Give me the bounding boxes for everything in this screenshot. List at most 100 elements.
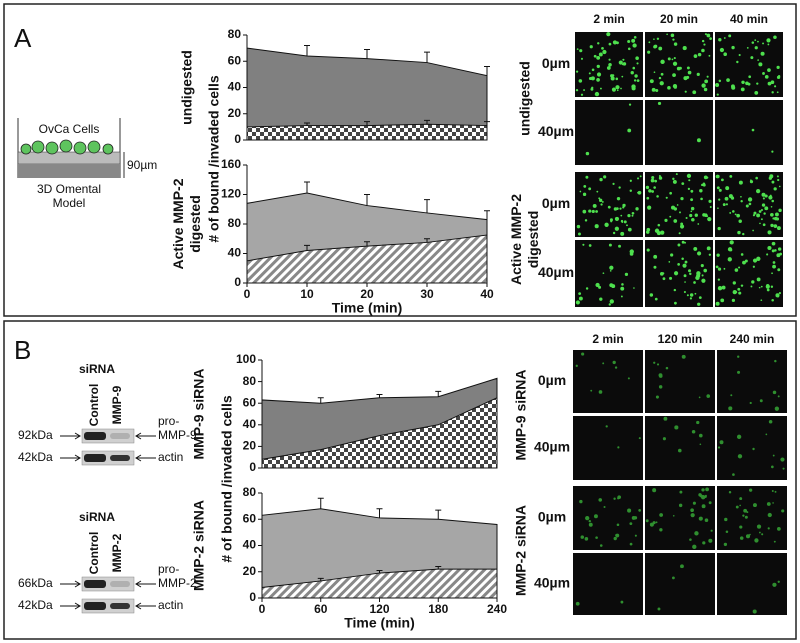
- schematic-label: 3D Omental: [37, 182, 101, 196]
- cell-dot: [686, 173, 692, 179]
- cell-dot: [720, 298, 725, 303]
- cell-dot: [621, 63, 624, 66]
- group-label: MMP-2 siRNA: [513, 505, 529, 596]
- row-label: digested: [187, 195, 203, 253]
- cell-dot: [768, 419, 773, 424]
- cell-dot: [608, 58, 611, 61]
- cell-dot: [778, 185, 781, 188]
- blot-band: [110, 581, 130, 587]
- cell-dot: [627, 377, 630, 380]
- cell-dot: [679, 224, 685, 229]
- cell-dot: [637, 190, 642, 195]
- cell-dot: [696, 420, 700, 425]
- cell-dot: [653, 38, 655, 40]
- cell-dot: [578, 79, 583, 83]
- cell-dot: [774, 359, 777, 363]
- cell-dot: [726, 78, 730, 82]
- cell-dot: [675, 173, 678, 176]
- cell-dot: [771, 249, 775, 253]
- y-tick-label: 60: [243, 511, 257, 525]
- cell-dot: [652, 521, 656, 525]
- cell-dot: [722, 203, 726, 206]
- cell-dot: [633, 516, 638, 520]
- column-label: 240 min: [730, 332, 775, 346]
- y-tick-label: 80: [228, 216, 242, 230]
- cell-dot: [766, 38, 771, 43]
- cell-dot: [706, 176, 709, 179]
- cell-dot: [632, 66, 636, 70]
- cell-dot: [621, 283, 624, 286]
- cell-dot: [766, 502, 771, 506]
- cell-dot: [781, 509, 785, 513]
- cell-dot: [749, 180, 754, 184]
- cell-dot: [615, 85, 620, 90]
- cell-dot: [615, 77, 619, 81]
- cell-dot: [683, 290, 686, 294]
- cell-dot: [738, 180, 743, 185]
- cell-dot: [727, 257, 732, 262]
- cell-dot: [686, 75, 690, 79]
- cell-dot: [672, 576, 675, 580]
- cell-dot: [771, 241, 776, 246]
- cell-dot: [631, 214, 634, 217]
- cell-dot: [777, 580, 780, 583]
- cell-dot: [595, 536, 598, 539]
- cell-dot: [681, 354, 686, 359]
- cell-dot: [635, 56, 639, 60]
- cell-dot: [673, 85, 677, 89]
- cell-dot: [659, 81, 664, 86]
- cell-dot: [591, 209, 595, 214]
- cell-dot: [723, 37, 726, 39]
- cell-dot: [621, 221, 624, 224]
- area: [246, 234, 488, 284]
- cell-dot: [645, 230, 650, 234]
- cell-dot: [767, 230, 772, 235]
- cell-dot: [780, 457, 785, 462]
- cell-dot: [578, 296, 583, 301]
- cell-dot: [706, 215, 709, 218]
- cell-dot: [668, 261, 671, 263]
- cell-dot: [580, 93, 584, 96]
- cell-dot: [771, 199, 775, 203]
- y-tick-label: 0: [249, 590, 256, 604]
- cell-dot: [740, 200, 743, 203]
- cell-dot: [660, 72, 664, 76]
- cell-dot: [724, 196, 729, 201]
- schematic-label: OvCa Cells: [39, 122, 100, 136]
- blot-title: siRNA: [79, 362, 115, 376]
- cell-dot: [704, 33, 707, 36]
- column-label: 20 min: [660, 12, 698, 26]
- cell-dot: [721, 285, 726, 290]
- cell-dot: [658, 176, 663, 180]
- y-tick-label: 60: [243, 395, 257, 409]
- arrow: [135, 580, 156, 588]
- cell-dot: [630, 71, 634, 75]
- cell-dot: [624, 272, 629, 276]
- cell-dot: [673, 42, 678, 46]
- cell-dot: [603, 175, 607, 179]
- cell-dot: [669, 276, 673, 280]
- cell-dot: [629, 179, 632, 182]
- cell-dot: [731, 45, 735, 50]
- cell-dot: [745, 81, 749, 86]
- cell-dot: [690, 210, 693, 213]
- cell-dot: [595, 282, 600, 288]
- cell-dot: [628, 103, 632, 106]
- cell-dot: [737, 287, 741, 291]
- cell-dot: [601, 46, 604, 50]
- cell-dot: [662, 272, 665, 275]
- error-bar: [304, 181, 310, 194]
- cell-dot: [638, 509, 641, 512]
- cell-dot: [704, 518, 709, 523]
- cell-dot: [776, 175, 779, 178]
- cell-dot: [761, 203, 766, 207]
- cell-dot: [764, 75, 769, 79]
- cell-dot: [752, 447, 755, 451]
- cell-dot: [701, 39, 705, 43]
- cell-dot: [693, 54, 698, 58]
- blot-band: [110, 433, 130, 439]
- cell-dot: [612, 40, 618, 45]
- cell-dot: [599, 177, 603, 182]
- cell-dot: [723, 52, 727, 57]
